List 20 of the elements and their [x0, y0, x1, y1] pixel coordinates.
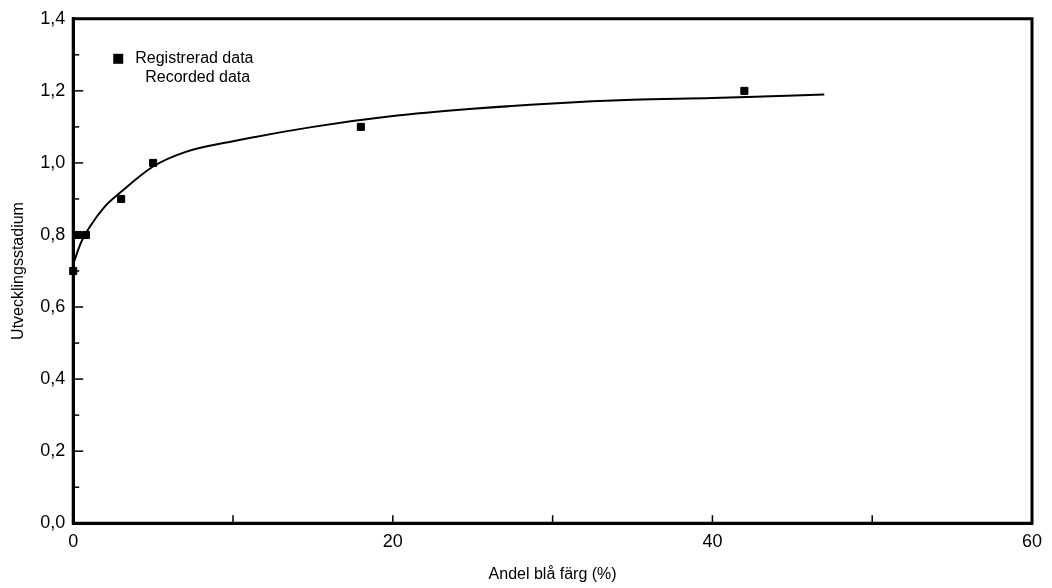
x-tick-label: 40	[702, 530, 723, 551]
point	[356, 122, 365, 131]
x-tick-label: 0	[68, 530, 79, 551]
y-tick-label: 0,6	[40, 296, 66, 316]
point	[740, 86, 749, 95]
y-axis-title: Utvecklingsstadium	[9, 202, 27, 340]
x-tick-label: 60	[1021, 530, 1043, 551]
point	[149, 158, 158, 167]
y-tick-label: 1,2	[40, 79, 66, 100]
y-tick-label: 0,2	[40, 440, 66, 461]
y-tick-label: 1,0	[40, 151, 66, 172]
point	[117, 194, 126, 203]
legend-label: Registrerad data Recorded data	[135, 49, 254, 86]
y-tick-label: 0,0	[40, 512, 66, 533]
x-axis-title: Andel blå färg (%)	[488, 564, 617, 582]
y-tick-label: 1,4	[40, 7, 66, 28]
y-tick-label: 0,4	[40, 368, 66, 389]
point	[81, 230, 91, 240]
y-tick-label: 0,8	[40, 223, 66, 244]
x-tick-label: 20	[382, 530, 403, 551]
